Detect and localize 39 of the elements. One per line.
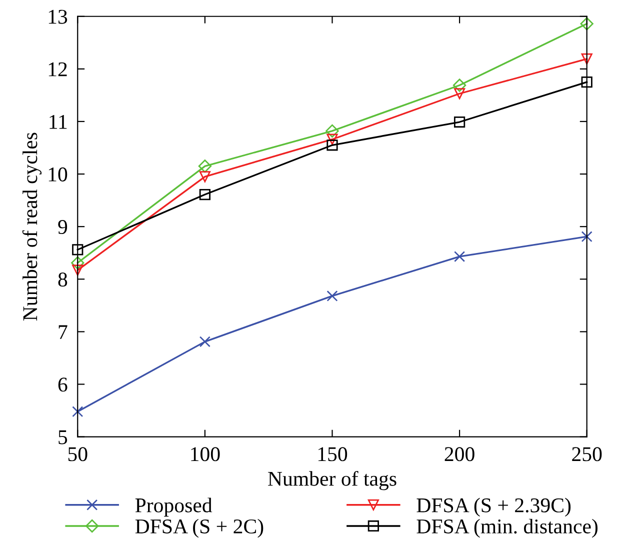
- point: [454, 116, 466, 128]
- y-tick-label: 7: [58, 325, 68, 339]
- point: [454, 250, 466, 262]
- point: [72, 244, 84, 256]
- y-tick-label: 8: [58, 272, 68, 287]
- y-axis-title: Number of read cycles: [22, 132, 42, 321]
- point: [199, 188, 210, 200]
- y-tick-label: 5: [58, 430, 68, 444]
- point: [581, 76, 592, 88]
- y-tick-label: 6: [58, 378, 68, 392]
- x-tick-label: 50: [68, 447, 88, 462]
- point: [581, 231, 592, 242]
- point: [199, 336, 210, 348]
- legend-label: DFSA (S + 2.39C): [416, 498, 571, 517]
- point: [326, 134, 338, 145]
- point: [198, 160, 212, 173]
- point: [326, 124, 339, 138]
- y-tick-label: 11: [50, 114, 67, 129]
- x-tick-label: 250: [572, 447, 602, 462]
- point: [581, 53, 592, 65]
- y-tick-label: 12: [48, 62, 67, 76]
- x-tick-label: 100: [191, 447, 220, 462]
- legend-label: Proposed: [135, 498, 212, 517]
- y-tick-label: 10: [48, 167, 68, 182]
- y-tick-label: 13: [48, 10, 68, 24]
- point: [326, 290, 338, 302]
- point: [326, 140, 338, 151]
- x-tick-label: 150: [318, 447, 348, 462]
- point: [454, 88, 466, 100]
- y-tick-label: 9: [58, 220, 68, 234]
- x-tick-label: 200: [444, 447, 474, 462]
- legend-label: DFSA (min. distance): [416, 518, 598, 538]
- legend-label: DFSA (S + 2C): [135, 518, 264, 538]
- point: [199, 171, 210, 182]
- point: [72, 406, 84, 418]
- point: [71, 256, 84, 270]
- point: [452, 78, 466, 92]
- point: [72, 264, 84, 276]
- x-axis-title: Number of tags: [268, 470, 396, 490]
